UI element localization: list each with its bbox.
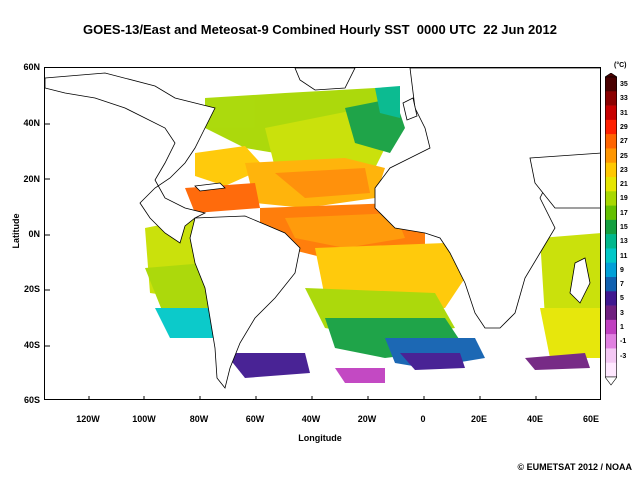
lon-tick-60e: 60E [582, 414, 599, 424]
colorbar-label: 21 [620, 181, 628, 189]
lon-tick-100w: 100W [132, 414, 156, 424]
colorbar-swatch [605, 334, 617, 349]
sst-field [145, 86, 600, 383]
colorbar-unit: (°C) [614, 62, 627, 69]
lat-tick-20n: 20N [23, 174, 40, 184]
colorbar-label: 1 [620, 324, 624, 331]
colorbar-swatch [605, 277, 617, 292]
lon-tick-0: 0 [420, 414, 426, 424]
colorbar-swatch [605, 234, 617, 249]
y-axis-title: Latitude [11, 213, 21, 249]
colorbar-swatch [605, 91, 617, 106]
x-axis-title: Longitude [298, 433, 342, 443]
lon-tick-120w: 120W [76, 414, 100, 424]
colorbar-label: 31 [620, 109, 628, 117]
map-title: GOES-13/East and Meteosat-9 Combined Hou… [83, 22, 557, 37]
colorbar-label: -3 [620, 352, 627, 360]
colorbar-label: 35 [620, 81, 628, 89]
colorbar-label: 19 [620, 195, 628, 203]
colorbar-swatch [605, 262, 617, 278]
lon-tick-40w: 40W [301, 414, 321, 424]
colorbar-label: -1 [620, 338, 627, 346]
lat-tick-40n: 40N [23, 118, 40, 128]
lon-tick-40e: 40E [526, 414, 543, 424]
colorbar-swatch [605, 162, 617, 178]
colorbar [605, 73, 617, 386]
colorbar-swatch [605, 319, 617, 335]
colorbar-swatch [605, 362, 617, 378]
lon-tick-60w: 60W [245, 414, 265, 424]
colorbar-label: 33 [620, 95, 628, 103]
colorbar-swatch [605, 219, 617, 235]
lat-tick-60s: 60S [23, 395, 40, 405]
colorbar-label: 13 [620, 238, 628, 246]
colorbar-label: 23 [620, 166, 628, 174]
colorbar-label: 27 [620, 138, 628, 146]
colorbar-label: 25 [620, 152, 628, 160]
sst-map-canvas [45, 68, 600, 399]
colorbar-swatch [605, 205, 617, 221]
colorbar-swatch [605, 291, 617, 306]
colorbar-swatch [605, 191, 617, 206]
coastlines [45, 68, 600, 389]
colorbar-label: 29 [620, 124, 628, 131]
sst-map [44, 67, 601, 400]
lat-tick-60n: 60N [23, 62, 40, 72]
colorbar-swatch [605, 134, 617, 149]
colorbar-label: 5 [620, 295, 624, 303]
colorbar-swatch [605, 105, 617, 121]
lon-tick-20e: 20E [470, 414, 487, 424]
colorbar-swatch [605, 77, 617, 92]
colorbar-top-arrow [605, 73, 617, 78]
colorbar-swatch [605, 119, 617, 135]
colorbar-label: 7 [620, 281, 624, 289]
axis-ticks [45, 123, 537, 399]
lat-tick-0n: 0N [28, 229, 40, 239]
lat-tick-40s: 40S [23, 340, 40, 350]
colorbar-swatch [605, 305, 617, 321]
colorbar-label: 9 [620, 266, 624, 274]
colorbar-swatch [605, 177, 617, 192]
lon-tick-80w: 80W [189, 414, 209, 424]
lat-tick-20s: 20S [23, 284, 40, 294]
colorbar-label: 17 [620, 209, 628, 217]
lon-tick-20w: 20W [357, 414, 377, 424]
colorbar-label: 15 [620, 224, 628, 231]
credit-text: © EUMETSAT 2012 / NOAA [517, 462, 633, 472]
colorbar-swatch [605, 248, 617, 264]
colorbar-swatch [605, 148, 617, 164]
colorbar-label: 3 [620, 309, 624, 317]
colorbar-label: 11 [620, 252, 628, 260]
colorbar-bottom-arrow [605, 376, 617, 386]
colorbar-swatch [605, 348, 617, 364]
